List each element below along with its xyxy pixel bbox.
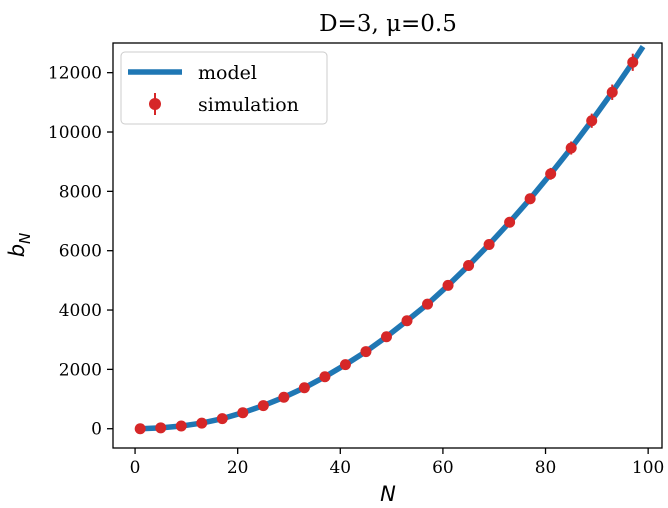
simulation-point: [257, 400, 269, 412]
chart-title: D=3, μ=0.5: [319, 11, 457, 37]
simulation-point: [442, 279, 454, 291]
x-tick-label: 40: [329, 458, 351, 478]
simulation-point: [319, 371, 331, 383]
simulation-point: [237, 407, 249, 419]
x-tick-label: 20: [227, 458, 249, 478]
simulation-point: [155, 422, 167, 434]
x-tick-label: 100: [632, 458, 664, 478]
y-tick-label: 0: [91, 420, 102, 440]
y-axis-label: bN: [5, 233, 34, 258]
simulation-point: [380, 331, 392, 343]
legend-simulation-marker: [149, 98, 161, 110]
simulation-point: [504, 216, 516, 228]
simulation-point: [422, 298, 434, 310]
x-tick-label: 60: [432, 458, 454, 478]
simulation-point: [360, 346, 372, 358]
simulation-point: [606, 86, 618, 98]
simulation-point: [298, 382, 310, 394]
x-tick-label: 0: [130, 458, 141, 478]
simulation-point: [401, 315, 413, 327]
plot-area: [134, 45, 646, 435]
y-tick-label: 6000: [59, 242, 102, 262]
legend: model simulation: [120, 51, 328, 125]
simulation-point: [134, 423, 146, 435]
y-tick-label: 10000: [48, 123, 102, 143]
y-tick-label: 4000: [59, 301, 102, 321]
y-tick-label: 8000: [59, 182, 102, 202]
simulation-point: [565, 142, 577, 154]
legend-model-label: model: [198, 62, 257, 84]
axes-ticks: 0 20 40 60 80 100 0 2000 4000 6000 8000 10000 12000: [48, 64, 664, 478]
simulation-point: [483, 238, 495, 250]
simulation-point: [216, 413, 228, 425]
simulation-point: [627, 56, 639, 68]
legend-simulation-label: simulation: [198, 94, 299, 116]
y-axis-label-subscript: N: [16, 233, 34, 244]
y-axis-label-main: b: [5, 244, 29, 257]
simulation-point: [524, 193, 536, 205]
simulation-point: [463, 260, 475, 272]
simulation-point: [586, 115, 598, 127]
y-tick-label: 2000: [59, 360, 102, 380]
x-tick-label: 80: [535, 458, 557, 478]
simulation-point: [339, 359, 351, 371]
plot-frame: [112, 42, 663, 449]
y-tick-label: 12000: [48, 64, 102, 84]
x-axis-label: N: [380, 482, 396, 506]
simulation-point: [175, 420, 187, 432]
simulation-point: [278, 391, 290, 403]
simulation-point: [196, 417, 208, 429]
simulation-point: [545, 168, 557, 180]
